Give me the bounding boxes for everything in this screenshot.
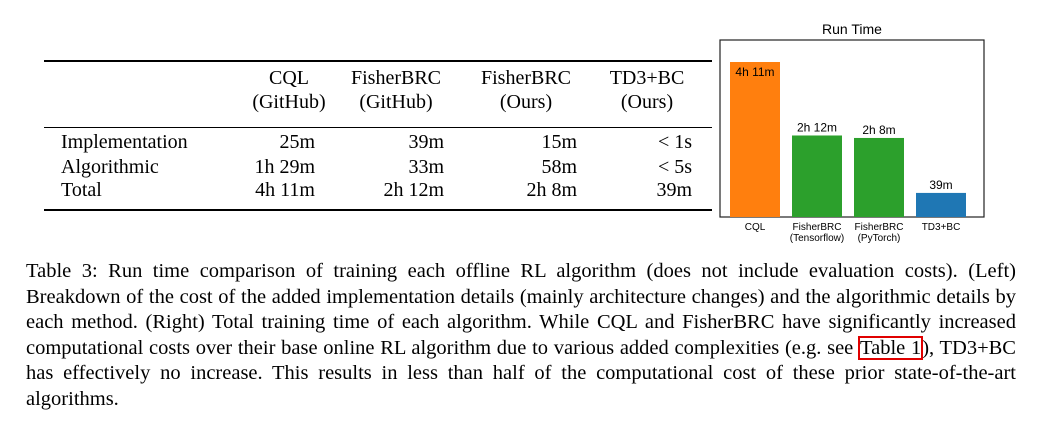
- table-header-rule: [44, 127, 712, 128]
- table-cell: 15m: [541, 131, 577, 153]
- table-cell: 2h 8m: [526, 179, 577, 201]
- category-tick-label: FisherBRC: [855, 222, 904, 233]
- column-header-line2: (Ours): [620, 91, 674, 113]
- table-cell: 2h 12m: [383, 179, 444, 201]
- caption-text-start: Table 3: Run time comparison of training…: [26, 260, 1016, 359]
- column-header-line2: (Ours): [499, 91, 553, 113]
- table-cell: 39m: [656, 179, 692, 201]
- column-header-line2: (GitHub): [252, 91, 326, 113]
- category-tick-label: (Tensorflow): [790, 233, 844, 244]
- table-cell: 1h 29m: [254, 156, 315, 178]
- bar-0: [730, 62, 780, 217]
- bar-3: [916, 192, 966, 217]
- category-tick-label: CQL: [745, 222, 766, 233]
- row-label-algorithmic: Algorithmic: [61, 156, 159, 178]
- bar-1: [792, 135, 842, 217]
- table-cell: 33m: [408, 156, 444, 178]
- row-label-implementation: Implementation: [61, 131, 188, 153]
- bar-value-label: 2h 8m: [862, 123, 895, 137]
- bar-value-label: 2h 12m: [797, 120, 837, 134]
- table-bottom-rule: [44, 209, 712, 211]
- table-caption: Table 3: Run time comparison of training…: [26, 259, 1016, 413]
- category-tick-label: TD3+BC: [922, 222, 961, 233]
- caption-text-end: ), TD3+BC has effectively no increase. T…: [26, 336, 1016, 410]
- column-header-line1: CQL: [269, 67, 309, 89]
- row-label-total: Total: [61, 179, 102, 201]
- column-header-line1: FisherBRC: [480, 67, 572, 89]
- column-header-line2: (GitHub): [359, 91, 433, 113]
- bar-value-label: 39m: [929, 178, 952, 192]
- table-1-reference-link[interactable]: Table 1: [857, 335, 924, 360]
- runtime-table: CQL (GitHub) FisherBRC (GitHub) FisherBR…: [44, 58, 712, 212]
- column-header-fisherbrc-github: FisherBRC (GitHub): [340, 66, 452, 114]
- column-header-line1: TD3+BC: [609, 67, 685, 89]
- table-cell: < 5s: [657, 156, 692, 178]
- table-cell: < 1s: [657, 131, 692, 153]
- table-cell: 4h 11m: [255, 179, 315, 201]
- table-cell: 39m: [408, 131, 444, 153]
- category-tick-label: (PyTorch): [858, 233, 901, 244]
- column-header-line1: FisherBRC: [350, 67, 442, 89]
- table-top-rule: [44, 60, 712, 62]
- table-cell: 25m: [279, 131, 315, 153]
- bar-2: [854, 137, 904, 217]
- column-header-fisherbrc-ours: FisherBRC (Ours): [470, 66, 582, 114]
- bar-value-label: 4h 11m: [735, 65, 774, 79]
- category-tick-label: FisherBRC: [793, 222, 842, 233]
- table-cell: 58m: [541, 156, 577, 178]
- column-header-cql-github: CQL (GitHub): [244, 66, 334, 114]
- chart-title: Run Time: [822, 21, 882, 37]
- column-header-td3bc-ours: TD3+BC (Ours): [602, 66, 692, 114]
